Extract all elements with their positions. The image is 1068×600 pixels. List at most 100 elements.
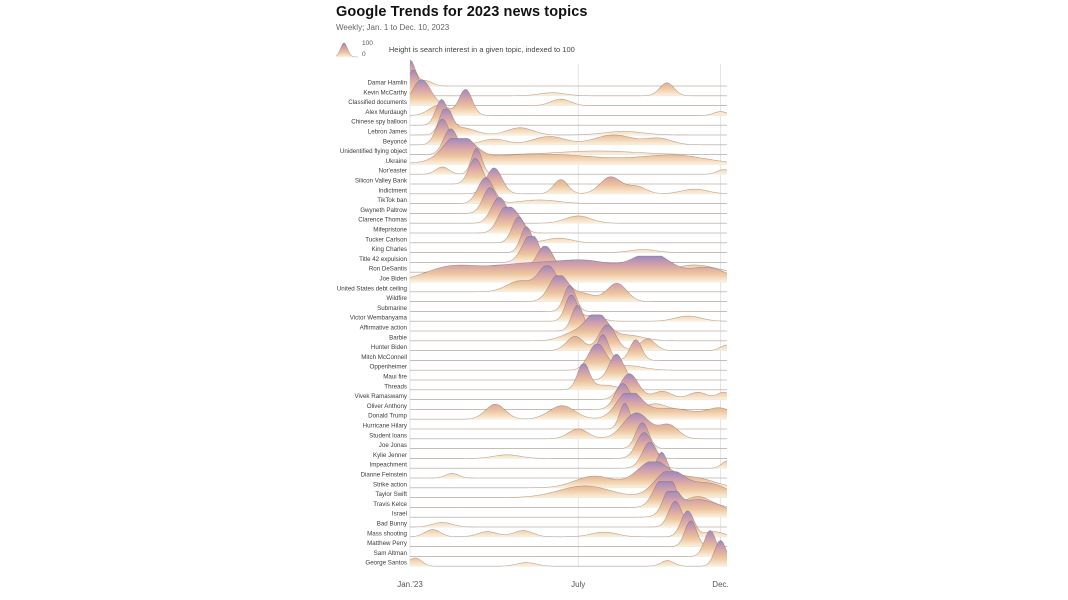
row-label: Hunter Biden [371, 344, 408, 351]
ridge-outline [410, 412, 727, 440]
legend-min-label: 0 [362, 51, 366, 58]
row-label: Vivek Ramaswamy [355, 393, 408, 400]
ridge-outline [410, 442, 728, 469]
ridge-area [410, 354, 727, 380]
ridge-outline [410, 177, 727, 204]
chart-subtitle: Weekly; Jan. 1 to Dec. 10, 2023 [336, 23, 450, 32]
row-label: Beyoncé [383, 138, 408, 145]
row-label: Kylie Jenner [373, 452, 407, 459]
row-label: Threads [384, 383, 407, 390]
ridge-outline [410, 285, 727, 312]
row-label: Barbie [389, 334, 407, 341]
ridge-outline [409, 59, 727, 87]
row-label: Ron DeSantis [369, 266, 407, 273]
legend-caption: Height is search interest in a given top… [388, 45, 575, 54]
ridge-outline [410, 363, 727, 391]
row-label: Mass shooting [367, 530, 407, 537]
ridge-area [410, 501, 727, 527]
ridge-area [410, 138, 727, 165]
ridge-area [410, 256, 727, 282]
ridge-outline [410, 216, 727, 244]
ridge-outline [410, 157, 727, 185]
ridgeline-chart: Damar Hamlin Kevin McCarthy Classified doc… [337, 59, 729, 589]
row-label: Oppenheimer [370, 364, 408, 371]
row-label: Lebron James [368, 129, 407, 136]
row-label: Submarine [377, 305, 407, 312]
legend-scale: 100 0 [362, 40, 373, 58]
legend-max-label: 100 [362, 40, 373, 47]
row-label: Student loans [369, 432, 407, 439]
row-label: Victor Wembanyama [350, 315, 408, 322]
row-label: Travis Kelce [373, 501, 407, 508]
ridge-outline [410, 275, 727, 302]
row-label: TikTok ban [377, 197, 407, 204]
row-label: Hurricane Hilary [363, 423, 408, 430]
row-label: Donald Trump [368, 413, 407, 420]
x-tick-label: Jan.'23 [397, 580, 423, 589]
trends-figure: Google Trends for 2023 news topics Weekl… [335, 0, 736, 600]
ridge-outline [410, 520, 727, 547]
ridge-outline [410, 98, 727, 126]
row-label: Mifepristone [373, 227, 407, 234]
row-label: Kevin McCarthy [363, 89, 408, 96]
ridge-area [410, 520, 727, 547]
ridge-area [410, 324, 727, 351]
row-label: Matthew Perry [367, 540, 408, 547]
ridge-area [410, 373, 727, 400]
ridge-outline [409, 138, 728, 164]
row-label: Clarence Thomas [358, 217, 407, 224]
ridge-outline [410, 392, 728, 420]
ridge-outline [410, 481, 728, 508]
row-label: Israel [392, 511, 407, 518]
row-label: Damar Hamlin [367, 80, 407, 87]
row-label: Alex Murdaugh [365, 109, 407, 116]
ridge-outline [410, 187, 727, 214]
ridge-outline [410, 304, 727, 332]
ridge-area [410, 295, 727, 322]
ridge-outline [410, 373, 728, 400]
row-label: Impeachment [370, 462, 408, 469]
row-label: Indictment [378, 187, 407, 194]
ridge-area [410, 314, 727, 341]
row-label: Unidentified flying object [340, 148, 407, 155]
chart-title: Google Trends for 2023 news topics [336, 4, 588, 20]
ridge-area [410, 471, 727, 498]
ridge-outline [409, 89, 728, 116]
x-tick-label: July [571, 580, 585, 589]
row-label: George Santos [365, 560, 407, 567]
row-label: Strike action [373, 481, 408, 488]
ridge-area [410, 491, 727, 518]
ridge-outline [409, 69, 727, 97]
ridge-area [410, 442, 727, 469]
ridge-outline [410, 324, 728, 351]
row-label: King Charles [372, 246, 407, 253]
ridge-scale-icon [335, 42, 359, 58]
row-label: Gwyneth Paltrow [360, 207, 407, 214]
row-label: Joe Biden [379, 276, 407, 283]
row-label: Chinese spy balloon [351, 119, 407, 126]
row-label: Ukraine [386, 158, 408, 165]
row-label: Bad Bunny [377, 521, 408, 528]
ridge-outline [409, 501, 727, 528]
ridge-outline [410, 353, 727, 381]
row-label: Wildfire [386, 295, 407, 302]
ridge-outline [410, 334, 727, 361]
legend-ridge-shape [336, 43, 358, 57]
legend: 100 0 Height is search interest in a giv… [335, 40, 575, 58]
ridge-outline [409, 255, 728, 278]
ridge-area [410, 70, 727, 96]
legend-ridge-outline [335, 42, 359, 58]
ridge-area [410, 167, 727, 194]
ridge-area [410, 393, 727, 420]
ridge-outline [410, 206, 727, 234]
x-tick-label: Dec. [712, 580, 728, 589]
ridge-outline [410, 422, 727, 449]
row-label: Classified documents [348, 99, 407, 106]
ridge-outline [410, 471, 728, 498]
row-label: Title 42 expulsion [359, 256, 407, 263]
row-label: Sam Altman [374, 550, 408, 557]
ridge-outline [410, 167, 728, 195]
row-label: Dianne Feinstein [361, 472, 408, 479]
row-label: Mitch McConnell [361, 354, 407, 361]
row-label: Tucker Carlson [365, 236, 407, 243]
